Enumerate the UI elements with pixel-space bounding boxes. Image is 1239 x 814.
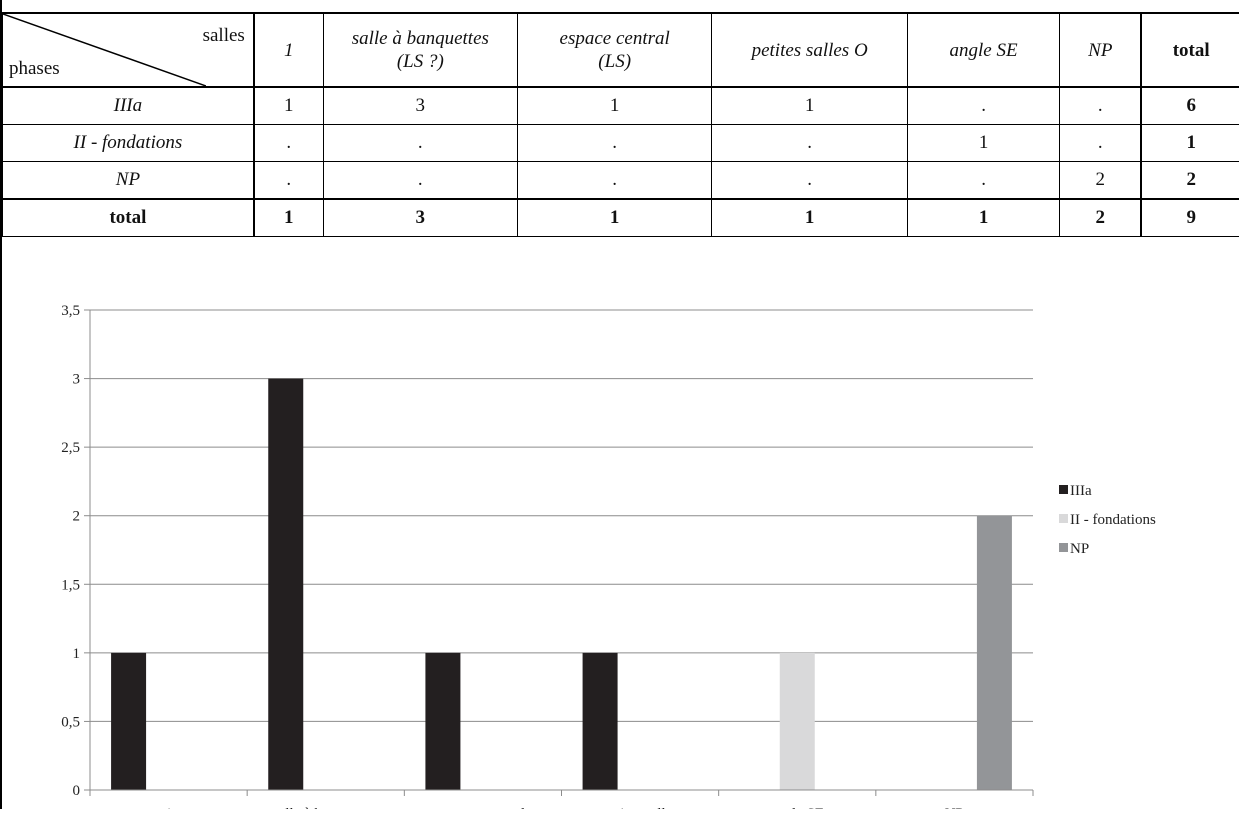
table-cell: .: [712, 162, 908, 200]
table-cell: .: [907, 87, 1059, 125]
corner-label-salles: salles: [203, 24, 245, 47]
table-cell: .: [907, 162, 1059, 200]
legend-label: IIIa: [1070, 483, 1092, 499]
table-cell: .: [1060, 125, 1142, 162]
table-cell: 3: [323, 87, 517, 125]
table-cell: .: [323, 162, 517, 200]
chart-area: 00,511,522,533,51salle à banquettes(LS ?…: [2, 270, 1239, 809]
table-cell: .: [323, 125, 517, 162]
table-total-row: total 1 3 1 1 1 2 9: [3, 199, 1239, 237]
column-header: 1: [254, 13, 323, 87]
table-cell: 1: [712, 87, 908, 125]
bar-iiia: [111, 653, 146, 790]
y-tick-label: 3,5: [61, 303, 80, 319]
total-row-label: total: [3, 199, 254, 237]
corner-label-phases: phases: [9, 57, 60, 80]
bar-np: [977, 516, 1012, 790]
legend-swatch: [1059, 485, 1068, 494]
total-cell: 1: [712, 199, 908, 237]
y-tick-label: 3: [73, 372, 81, 388]
column-header: NP: [1060, 13, 1142, 87]
column-header: petites salles O: [712, 13, 908, 87]
column-header: espace central(LS): [517, 13, 711, 87]
column-header: angle SE: [907, 13, 1059, 87]
column-header-total: total: [1141, 13, 1239, 87]
y-tick-label: 0: [73, 783, 81, 799]
bar-chart: 00,511,522,533,51salle à banquettes(LS ?…: [2, 270, 1239, 809]
row-phase-label: NP: [3, 162, 254, 200]
table-cell: .: [712, 125, 908, 162]
table-cell: .: [254, 162, 323, 200]
row-total: 6: [1141, 87, 1239, 125]
total-cell: 1: [907, 199, 1059, 237]
legend-label: II - fondations: [1070, 512, 1156, 528]
total-cell: 2: [1060, 199, 1142, 237]
y-tick-label: 0,5: [61, 714, 80, 730]
row-total: 2: [1141, 162, 1239, 200]
y-tick-label: 2,5: [61, 440, 80, 456]
total-cell: 3: [323, 199, 517, 237]
table-header-row: salles phases 1 salle à banquettes(LS ?)…: [3, 13, 1239, 87]
bar-ii-fondations: [780, 653, 815, 790]
bar-iiia: [268, 379, 303, 790]
table-cell: .: [1060, 87, 1142, 125]
row-phase-label: IIIa: [3, 87, 254, 125]
legend-label: NP: [1070, 541, 1089, 557]
table-cell: 1: [517, 87, 711, 125]
row-total: 1: [1141, 125, 1239, 162]
total-cell: 1: [254, 199, 323, 237]
y-tick-label: 2: [73, 509, 81, 525]
table-cell: 1: [254, 87, 323, 125]
table-row: IIIa 1 3 1 1 . . 6: [3, 87, 1239, 125]
table-corner-cell: salles phases: [3, 13, 254, 87]
grand-total: 9: [1141, 199, 1239, 237]
y-tick-label: 1: [73, 646, 81, 662]
table-cell: 1: [907, 125, 1059, 162]
y-tick-label: 1,5: [61, 577, 80, 593]
table-cell: 2: [1060, 162, 1142, 200]
table-row: NP . . . . . 2 2: [3, 162, 1239, 200]
table-cell: .: [254, 125, 323, 162]
column-header: salle à banquettes(LS ?): [323, 13, 517, 87]
data-table: salles phases 1 salle à banquettes(LS ?)…: [2, 12, 1239, 237]
total-cell: 1: [517, 199, 711, 237]
legend-swatch: [1059, 514, 1068, 523]
row-phase-label: II - fondations: [3, 125, 254, 162]
table-row: II - fondations . . . . 1 . 1: [3, 125, 1239, 162]
bar-iiia: [425, 653, 460, 790]
table-cell: .: [517, 162, 711, 200]
bar-iiia: [583, 653, 618, 790]
table-cell: .: [517, 125, 711, 162]
legend-swatch: [1059, 543, 1068, 552]
